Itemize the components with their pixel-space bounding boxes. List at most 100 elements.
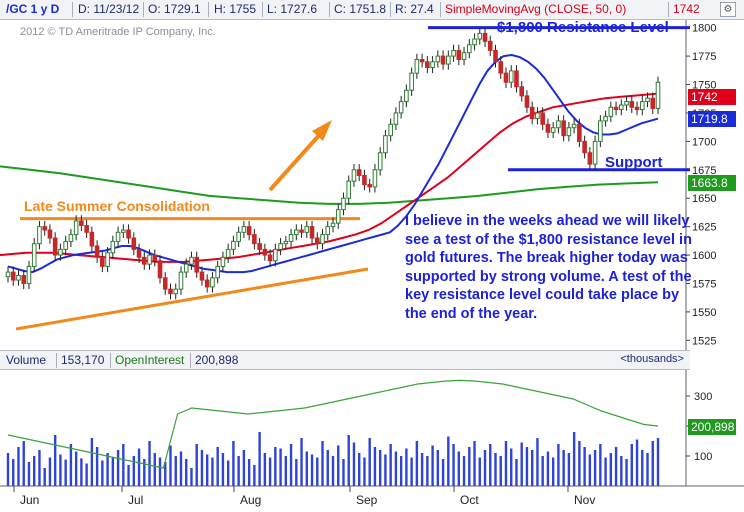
candle-body <box>598 120 603 142</box>
candle-body <box>377 152 383 171</box>
volume-bar <box>494 453 497 486</box>
low-readout: L: 1727.6 <box>267 2 318 16</box>
header-divider <box>143 2 144 17</box>
x-tick-label: Jun <box>20 493 39 507</box>
volume-value: 153,170 <box>61 353 105 367</box>
symbol-header-bar: /GC 1 y D D: 11/23/12 O: 1729.1 H: 1755 … <box>0 0 744 20</box>
volume-bar <box>525 447 529 486</box>
sma200-price-tag: 1663.8 <box>688 175 736 191</box>
volume-bar <box>111 457 115 486</box>
candle-body <box>21 275 27 284</box>
candle-body <box>587 152 593 165</box>
candle-body <box>157 260 163 279</box>
candle-body <box>79 220 84 226</box>
candle-body <box>356 169 362 176</box>
volume-bar <box>441 459 445 486</box>
candle-body <box>10 271 16 281</box>
resistance-annotation: $1,800 Resistance Level <box>497 19 669 36</box>
candle-body <box>592 140 598 165</box>
candle-body <box>550 127 556 133</box>
volume-bar <box>216 447 219 486</box>
sma-study-label[interactable]: SimpleMovingAvg (CLOSE, 50, 0) <box>445 2 627 16</box>
y-tick-label: 1575 <box>692 278 716 290</box>
candle-body <box>634 106 640 111</box>
volume-bar <box>604 457 607 486</box>
candle-body <box>52 237 58 256</box>
volume-bar <box>562 450 565 486</box>
x-tick-label: Jul <box>128 493 143 507</box>
volume-bar <box>520 442 523 486</box>
volume-bar <box>483 450 487 486</box>
volume-bar <box>635 439 639 486</box>
candle-body <box>210 277 215 288</box>
candle-body <box>299 229 304 233</box>
candle-body <box>252 234 257 245</box>
volume-bar <box>410 457 413 486</box>
volume-bar <box>274 447 277 486</box>
volume-bar <box>232 441 235 486</box>
high-readout: H: 1755 <box>214 2 257 16</box>
candle-body <box>173 288 179 295</box>
candle-body <box>435 55 441 63</box>
candle-body <box>419 59 425 63</box>
candle-body <box>273 248 278 262</box>
candle-body <box>535 112 540 120</box>
volume-bar <box>567 453 571 486</box>
header-divider <box>190 353 191 368</box>
volume-bar <box>268 457 272 486</box>
y-tick-label: 1675 <box>692 165 716 177</box>
sma20-price-tag: 1719.8 <box>688 111 736 127</box>
candle-body <box>619 104 624 111</box>
candle-body <box>84 224 89 233</box>
candle-body <box>529 106 535 120</box>
volume-bar <box>17 447 20 486</box>
volume-bar <box>164 462 167 486</box>
header-divider <box>262 2 263 17</box>
volume-bar <box>53 435 57 486</box>
volume-bar <box>389 444 392 486</box>
candle-body <box>613 106 619 111</box>
y-tick-label: 1525 <box>692 335 716 347</box>
candle-body <box>487 40 493 51</box>
candle-body <box>409 72 414 91</box>
volume-label[interactable]: Volume <box>6 353 47 367</box>
candle-body <box>414 59 420 74</box>
candle-body <box>126 229 131 239</box>
header-divider <box>668 2 669 17</box>
support-annotation: Support <box>605 154 663 171</box>
volume-bar <box>436 450 440 486</box>
candle-body <box>105 252 110 267</box>
candle-body <box>393 112 399 125</box>
candle-body <box>246 226 252 236</box>
volume-bar <box>651 441 654 486</box>
y-tick-label: 1775 <box>692 51 716 63</box>
candle-body <box>650 97 656 109</box>
volume-bar <box>90 438 94 486</box>
y-tick-label: 1750 <box>692 80 716 92</box>
candle-body <box>89 231 95 247</box>
sma20-line <box>7 53 659 274</box>
volume-bar <box>468 447 471 486</box>
volume-bar <box>588 454 592 486</box>
consolidation-annotation: Late Summer Consolidation <box>24 198 210 214</box>
volume-bar <box>253 465 256 486</box>
candle-body <box>456 49 462 61</box>
candle-body <box>73 220 79 236</box>
volume-bar <box>247 459 251 486</box>
volume-bar <box>295 459 298 486</box>
copyright-notice: 2012 © TD Ameritrade IP Company, Inc. <box>20 26 216 38</box>
rising-trendline <box>15 267 369 331</box>
volume-bar <box>431 445 434 486</box>
candle-body <box>294 229 299 236</box>
header-divider <box>110 353 111 368</box>
settings-icon[interactable]: ⚙ <box>720 2 736 17</box>
volume-bar <box>572 432 576 486</box>
open-interest-label[interactable]: OpenInterest <box>115 353 185 367</box>
volume-bar <box>153 453 156 486</box>
volume-bar <box>551 457 555 486</box>
volume-bar <box>242 450 246 486</box>
volume-bar <box>122 444 125 486</box>
volume-bar <box>321 441 324 486</box>
symbol-label[interactable]: /GC 1 y D <box>6 2 60 16</box>
header-divider <box>329 2 330 17</box>
